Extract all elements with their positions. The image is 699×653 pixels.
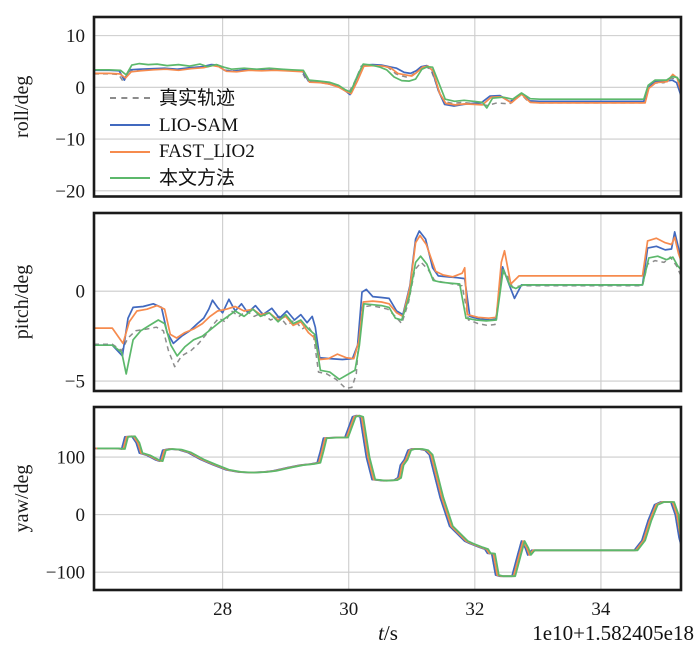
legend-line-lio-sam-icon: [110, 124, 150, 127]
x-axis-label-variable: t: [378, 621, 384, 645]
y-tick-label: 10: [66, 26, 85, 47]
y-tick-label: −5: [65, 372, 85, 393]
legend-label-fast-lio2: FAST_LIO2: [159, 141, 255, 163]
x-tick-label: 28: [213, 599, 232, 620]
x-axis-label-unit: /s: [383, 621, 398, 645]
y-axis-label: yaw/deg: [11, 465, 33, 533]
x-tick-label: 30: [339, 599, 358, 620]
series-line-truth: [94, 256, 682, 390]
legend-item-fast-lio2: FAST_LIO2: [110, 138, 255, 165]
legend-line-fast-lio2-icon: [110, 150, 150, 153]
y-tick-label: 0: [76, 78, 86, 99]
legend-line-ours-icon: [110, 177, 150, 180]
series-line-lio_sam: [94, 414, 682, 578]
y-tick-label: −10: [55, 130, 85, 151]
x-axis-offset-text: 1e10+1.582405e18: [532, 621, 694, 645]
y-axis-label: roll/deg: [11, 76, 33, 138]
series-line-fast_lio2: [95, 414, 682, 578]
legend-line-truth-icon: [110, 97, 150, 100]
legend-label-truth: 真实轨迹: [159, 87, 236, 109]
series-line-ours: [97, 414, 682, 578]
legend-label-ours: 本文方法: [159, 167, 236, 189]
y-tick-label: 100: [57, 448, 86, 469]
y-tick-label: 0: [76, 505, 86, 526]
legend-item-lio-sam: LIO-SAM: [110, 112, 255, 139]
series-line-fast_lio2: [94, 64, 682, 106]
legend-item-truth: 真实轨迹: [110, 85, 255, 112]
series-line-lio_sam: [94, 230, 682, 361]
x-axis-label: t/s: [378, 621, 398, 646]
plot-frame: [92, 211, 683, 393]
series-line-lio_sam: [94, 63, 682, 107]
y-axis-label: pitch/deg: [11, 265, 33, 339]
legend: 真实轨迹 LIO-SAM FAST_LIO2 本文方法: [110, 85, 255, 192]
x-tick-label: 34: [591, 599, 611, 620]
y-tick-label: −100: [46, 563, 85, 584]
legend-item-ours: 本文方法: [110, 165, 255, 192]
y-tick-label: −20: [55, 181, 85, 202]
series-line-ours: [94, 62, 682, 109]
x-tick-label: 32: [465, 599, 484, 620]
legend-label-lio-sam: LIO-SAM: [159, 114, 239, 136]
y-tick-label: 0: [76, 282, 86, 303]
series-line-truth: [94, 414, 682, 577]
plot-frame: [92, 15, 683, 198]
series-line-fast_lio2: [94, 234, 682, 361]
series-line-ours: [94, 255, 682, 381]
plot-frame: [92, 405, 683, 592]
